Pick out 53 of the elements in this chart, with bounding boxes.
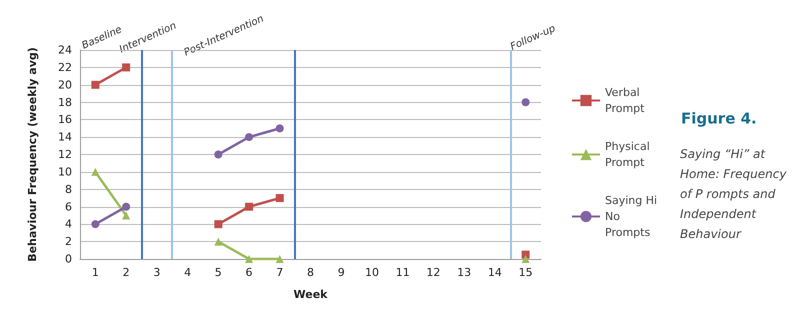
point [245,255,254,263]
x-tick-label: 3 [153,266,160,279]
text: Saying “Hi” at Home: Frequency of P rompts and Independent Behaviour [680,146,788,243]
point [522,255,530,263]
legend-label: Physical Prompt [605,140,654,169]
x-tick-label: 12 [426,266,440,279]
x-tick-label: 1 [92,266,99,279]
legend-label: Saying Hi No Prompts [605,194,661,239]
point [122,211,130,220]
y-tick-label: 10 [58,165,72,178]
x-tick-label: 13 [457,266,472,279]
text: Figure 4. [681,110,757,128]
y-tick-label: 12 [58,148,72,161]
point [122,63,130,72]
y-tick-label: 18 [58,96,72,109]
point [91,80,100,89]
point [122,202,130,211]
y-tick-label: 14 [58,130,72,144]
y-tick-label: 4 [65,218,72,231]
x-axis-title: Week [294,288,328,301]
point [91,168,100,176]
x-tick-label: 4 [184,266,192,279]
x-tick-label: 15 [518,266,533,279]
legend-label: Verbal Prompt [605,86,646,115]
point [214,220,222,228]
x-tick-label: 9 [338,266,345,279]
y-tick-label: 22 [58,60,72,74]
y-tick-label: 16 [58,113,72,126]
y-tick-label: 2 [65,235,72,248]
y-tick-label: 24 [58,44,72,56]
point [276,194,284,202]
y-axis-title: Behaviour Frequency (weekly avg) [26,47,39,262]
point [245,133,254,142]
x-tick-label: 7 [276,266,284,279]
x-tick-label: 11 [396,266,410,279]
point [522,250,530,259]
point [245,202,254,211]
point [522,98,530,106]
x-tick-label: 6 [246,266,253,279]
y-tick-label: 0 [65,252,72,266]
point [276,124,284,132]
x-tick-label: 5 [214,266,222,279]
y-tick-label: 20 [58,78,72,92]
x-tick-label: 2 [122,266,130,279]
x-tick-label: 14 [488,266,502,279]
x-tick-label: 8 [307,266,314,279]
y-tick-label: 6 [65,200,72,214]
point [214,150,222,158]
point [91,220,100,228]
y-tick-label: 8 [65,182,72,196]
point [276,255,284,263]
x-tick-label: 10 [364,266,379,279]
point [214,238,222,246]
